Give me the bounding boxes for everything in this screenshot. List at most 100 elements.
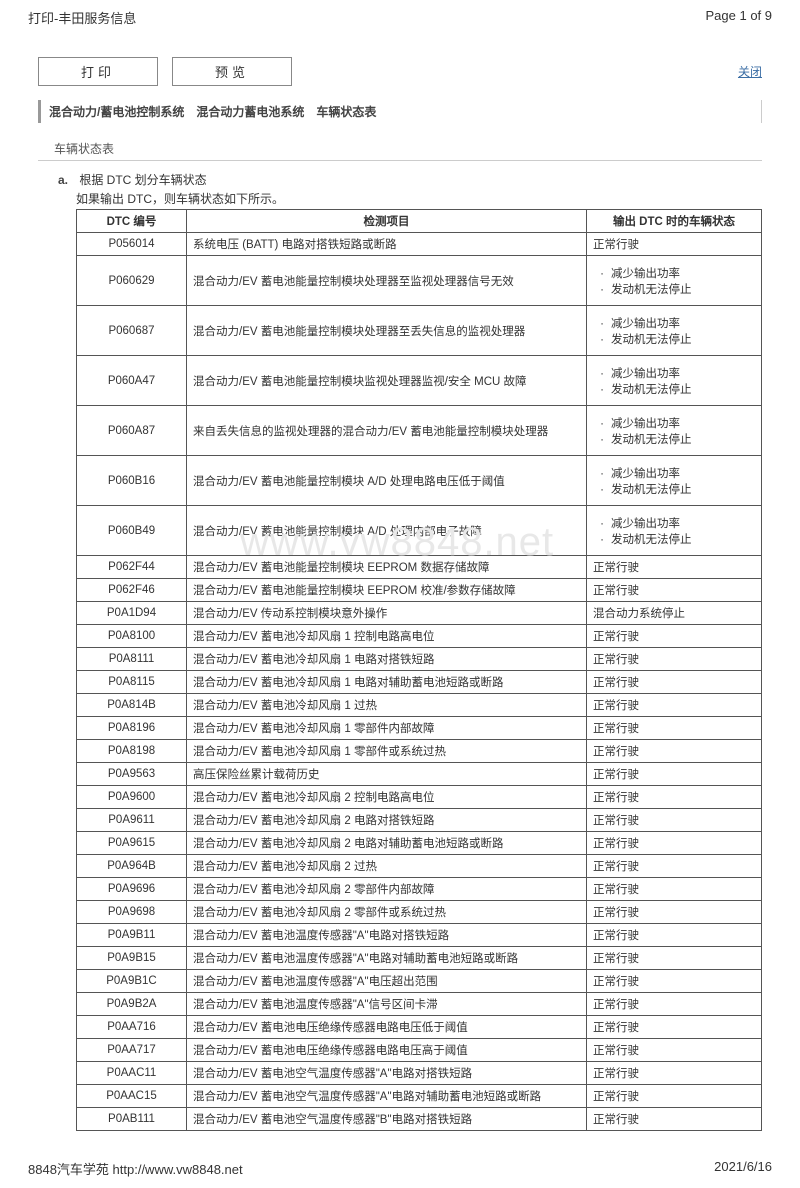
cell-code: P0A964B	[77, 855, 187, 878]
cell-code: P0AAC11	[77, 1062, 187, 1085]
cell-desc: 混合动力/EV 蓄电池电压绝缘传感器电路电压低于阈值	[187, 1016, 587, 1039]
status-bullet: 减少输出功率	[593, 415, 755, 431]
cell-status: 减少输出功率发动机无法停止	[587, 356, 762, 406]
col-desc: 检测项目	[187, 210, 587, 233]
cell-desc: 混合动力/EV 蓄电池空气温度传感器"A"电路对搭铁短路	[187, 1062, 587, 1085]
cell-status: 减少输出功率发动机无法停止	[587, 506, 762, 556]
cell-status: 正常行驶	[587, 763, 762, 786]
cell-status: 正常行驶	[587, 786, 762, 809]
cell-code: P060A87	[77, 406, 187, 456]
cell-code: P0A8115	[77, 671, 187, 694]
close-link[interactable]: 关闭	[738, 63, 762, 80]
cell-status: 正常行驶	[587, 694, 762, 717]
cell-code: P056014	[77, 233, 187, 256]
cell-desc: 混合动力/EV 蓄电池能量控制模块处理器至监视处理器信号无效	[187, 256, 587, 306]
cell-desc: 混合动力/EV 蓄电池温度传感器"A"电路对辅助蓄电池短路或断路	[187, 947, 587, 970]
cell-desc: 混合动力/EV 蓄电池冷却风扇 2 电路对搭铁短路	[187, 809, 587, 832]
table-row: P0AAC11混合动力/EV 蓄电池空气温度传感器"A"电路对搭铁短路正常行驶	[77, 1062, 762, 1085]
cell-desc: 混合动力/EV 蓄电池冷却风扇 1 电路对搭铁短路	[187, 648, 587, 671]
cell-status: 正常行驶	[587, 924, 762, 947]
cell-status: 正常行驶	[587, 556, 762, 579]
cell-status: 正常行驶	[587, 878, 762, 901]
table-row: P0A9696混合动力/EV 蓄电池冷却风扇 2 零部件内部故障正常行驶	[77, 878, 762, 901]
cell-status: 正常行驶	[587, 1108, 762, 1131]
cell-status: 正常行驶	[587, 809, 762, 832]
cell-desc: 混合动力/EV 蓄电池冷却风扇 1 零部件内部故障	[187, 717, 587, 740]
cell-desc: 混合动力/EV 蓄电池冷却风扇 1 控制电路高电位	[187, 625, 587, 648]
col-code: DTC 编号	[77, 210, 187, 233]
cell-desc: 混合动力/EV 蓄电池冷却风扇 1 电路对辅助蓄电池短路或断路	[187, 671, 587, 694]
cell-desc: 混合动力/EV 蓄电池冷却风扇 2 过热	[187, 855, 587, 878]
status-bullet: 减少输出功率	[593, 465, 755, 481]
cell-status: 正常行驶	[587, 1062, 762, 1085]
footer-right: 2021/6/16	[714, 1159, 772, 1178]
cell-code: P0A9615	[77, 832, 187, 855]
table-row: P062F46混合动力/EV 蓄电池能量控制模块 EEPROM 校准/参数存储故…	[77, 579, 762, 602]
cell-status: 正常行驶	[587, 1016, 762, 1039]
cell-status: 减少输出功率发动机无法停止	[587, 306, 762, 356]
cell-status: 减少输出功率发动机无法停止	[587, 456, 762, 506]
table-row: P0A9B1C混合动力/EV 蓄电池温度传感器"A"电压超出范围正常行驶	[77, 970, 762, 993]
preview-button[interactable]: 预览	[172, 57, 292, 86]
list-line1: 根据 DTC 划分车辆状态	[79, 173, 206, 187]
col-status: 输出 DTC 时的车辆状态	[587, 210, 762, 233]
table-row: P060B49混合动力/EV 蓄电池能量控制模块 A/D 处理内部电子故障减少输…	[77, 506, 762, 556]
cell-status: 正常行驶	[587, 970, 762, 993]
list-marker: a.	[58, 173, 76, 187]
cell-code: P0A9B15	[77, 947, 187, 970]
table-row: P062F44混合动力/EV 蓄电池能量控制模块 EEPROM 数据存储故障正常…	[77, 556, 762, 579]
cell-desc: 混合动力/EV 蓄电池能量控制模块 EEPROM 校准/参数存储故障	[187, 579, 587, 602]
cell-code: P0AB111	[77, 1108, 187, 1131]
cell-code: P0A8111	[77, 648, 187, 671]
table-row: P060687混合动力/EV 蓄电池能量控制模块处理器至丢失信息的监视处理器减少…	[77, 306, 762, 356]
print-button[interactable]: 打印	[38, 57, 158, 86]
table-row: P056014系统电压 (BATT) 电路对搭铁短路或断路正常行驶	[77, 233, 762, 256]
cell-desc: 混合动力/EV 蓄电池空气温度传感器"A"电路对辅助蓄电池短路或断路	[187, 1085, 587, 1108]
cell-code: P0A9698	[77, 901, 187, 924]
cell-code: P0A9B2A	[77, 993, 187, 1016]
table-row: P0AA716混合动力/EV 蓄电池电压绝缘传感器电路电压低于阈值正常行驶	[77, 1016, 762, 1039]
cell-status: 正常行驶	[587, 717, 762, 740]
table-row: P0A814B混合动力/EV 蓄电池冷却风扇 1 过热正常行驶	[77, 694, 762, 717]
cell-code: P0A814B	[77, 694, 187, 717]
cell-code: P0A8100	[77, 625, 187, 648]
table-row: P060B16混合动力/EV 蓄电池能量控制模块 A/D 处理电路电压低于阈值减…	[77, 456, 762, 506]
cell-desc: 混合动力/EV 蓄电池能量控制模块处理器至丢失信息的监视处理器	[187, 306, 587, 356]
table-row: P0AA717混合动力/EV 蓄电池电压绝缘传感器电路电压高于阈值正常行驶	[77, 1039, 762, 1062]
cell-desc: 混合动力/EV 蓄电池冷却风扇 1 过热	[187, 694, 587, 717]
status-bullet: 发动机无法停止	[593, 431, 755, 447]
cell-desc: 混合动力/EV 蓄电池冷却风扇 2 控制电路高电位	[187, 786, 587, 809]
cell-desc: 混合动力/EV 蓄电池能量控制模块监视处理器监视/安全 MCU 故障	[187, 356, 587, 406]
cell-desc: 混合动力/EV 蓄电池电压绝缘传感器电路电压高于阈值	[187, 1039, 587, 1062]
cell-status: 减少输出功率发动机无法停止	[587, 256, 762, 306]
cell-code: P060B49	[77, 506, 187, 556]
cell-code: P0AA716	[77, 1016, 187, 1039]
table-header-row: DTC 编号 检测项目 输出 DTC 时的车辆状态	[77, 210, 762, 233]
table-row: P060A47混合动力/EV 蓄电池能量控制模块监视处理器监视/安全 MCU 故…	[77, 356, 762, 406]
cell-code: P0A9563	[77, 763, 187, 786]
table-row: P0AAC15混合动力/EV 蓄电池空气温度传感器"A"电路对辅助蓄电池短路或断…	[77, 1085, 762, 1108]
cell-desc: 混合动力/EV 蓄电池温度传感器"A"电路对搭铁短路	[187, 924, 587, 947]
cell-code: P0A9696	[77, 878, 187, 901]
cell-desc: 混合动力/EV 蓄电池冷却风扇 2 零部件或系统过热	[187, 901, 587, 924]
table-row: P0A8115混合动力/EV 蓄电池冷却风扇 1 电路对辅助蓄电池短路或断路正常…	[77, 671, 762, 694]
table-row: P0A8198混合动力/EV 蓄电池冷却风扇 1 零部件或系统过热正常行驶	[77, 740, 762, 763]
table-row: P0A9615混合动力/EV 蓄电池冷却风扇 2 电路对辅助蓄电池短路或断路正常…	[77, 832, 762, 855]
list-line2: 如果输出 DTC，则车辆状态如下所示。	[58, 190, 762, 207]
cell-code: P0A9611	[77, 809, 187, 832]
cell-status: 混合动力系统停止	[587, 602, 762, 625]
table-row: P060A87来自丢失信息的监视处理器的混合动力/EV 蓄电池能量控制模块处理器…	[77, 406, 762, 456]
cell-status: 正常行驶	[587, 901, 762, 924]
cell-desc: 混合动力/EV 蓄电池冷却风扇 2 零部件内部故障	[187, 878, 587, 901]
section-label: 车辆状态表	[38, 137, 762, 161]
table-row: P0A9698混合动力/EV 蓄电池冷却风扇 2 零部件或系统过热正常行驶	[77, 901, 762, 924]
cell-desc: 混合动力/EV 蓄电池温度传感器"A"信号区间卡滞	[187, 993, 587, 1016]
cell-desc: 混合动力/EV 蓄电池能量控制模块 EEPROM 数据存储故障	[187, 556, 587, 579]
status-bullet: 发动机无法停止	[593, 381, 755, 397]
status-bullet: 发动机无法停止	[593, 531, 755, 547]
cell-status: 正常行驶	[587, 1085, 762, 1108]
table-row: P0A8111混合动力/EV 蓄电池冷却风扇 1 电路对搭铁短路正常行驶	[77, 648, 762, 671]
page-title: 打印-丰田服务信息	[28, 8, 136, 27]
table-row: P060629混合动力/EV 蓄电池能量控制模块处理器至监视处理器信号无效减少输…	[77, 256, 762, 306]
cell-desc: 混合动力/EV 蓄电池冷却风扇 1 零部件或系统过热	[187, 740, 587, 763]
